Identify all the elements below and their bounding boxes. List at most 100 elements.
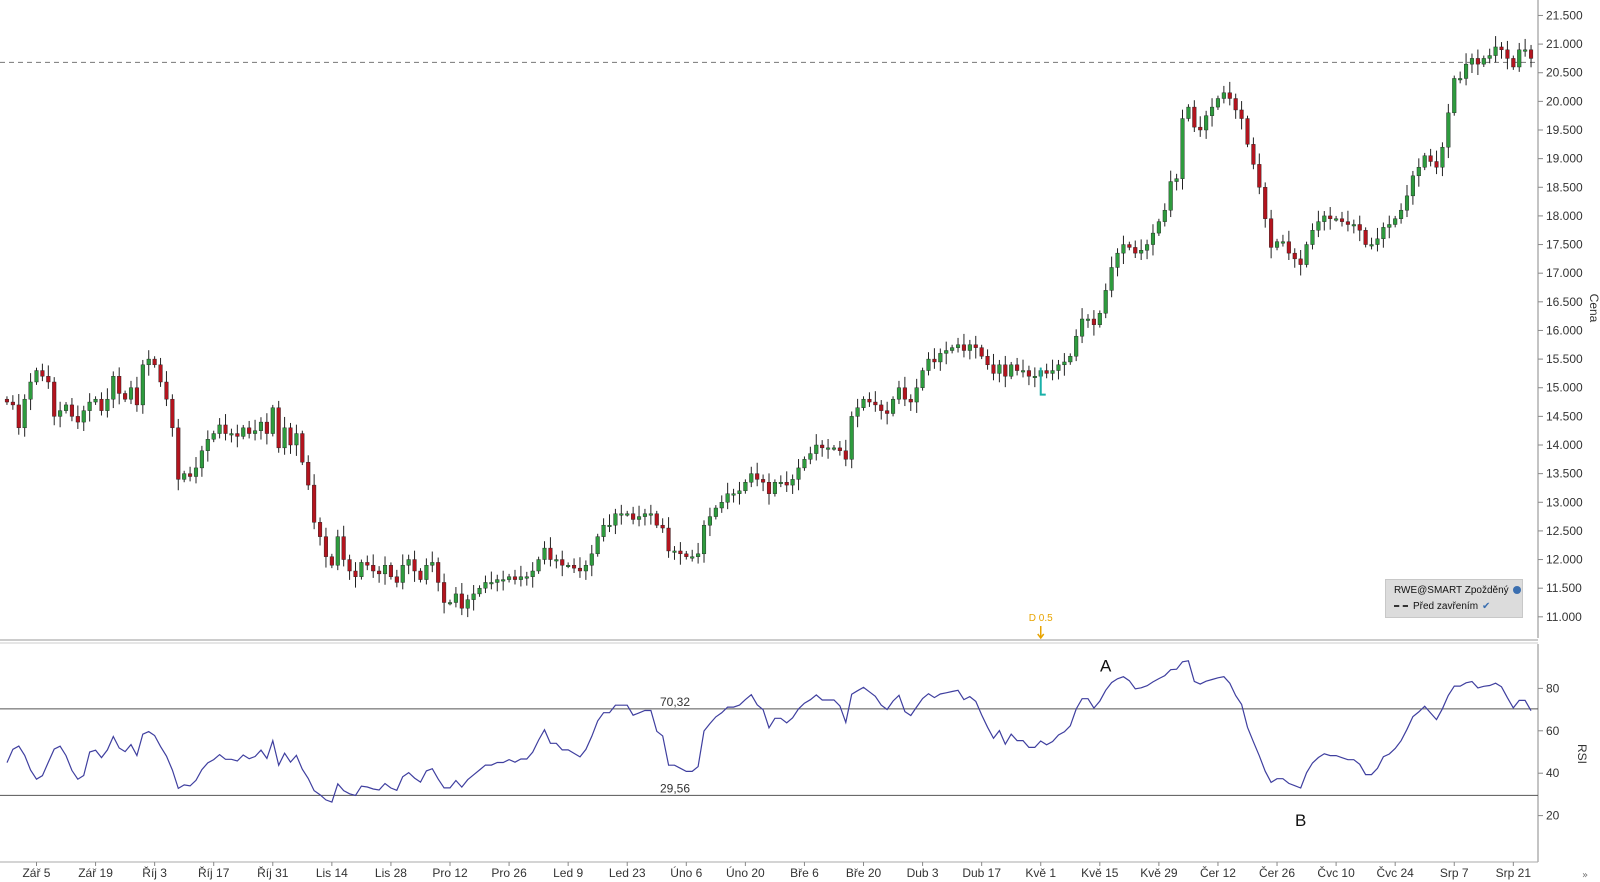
candle-body (790, 479, 795, 486)
candle-body (719, 502, 724, 509)
candle-body (891, 398, 896, 414)
legend-line-row[interactable]: Před zavřením ✔ (1394, 601, 1490, 612)
price-tick-label: 15.000 (1546, 381, 1583, 395)
event-arrow-icon (1037, 626, 1045, 640)
legend-symbol-row[interactable]: RWE@SMART Zpožděný (1394, 585, 1521, 596)
time-tick-label: Říj 17 (198, 865, 230, 880)
rsi-tick-label: 80 (1546, 681, 1560, 695)
candle-body (1020, 370, 1026, 373)
candle-body (908, 398, 913, 403)
candle-body (347, 559, 352, 572)
candle-body (1475, 58, 1480, 65)
candle-body (93, 398, 98, 403)
candle-body (707, 516, 712, 526)
candle-body (932, 358, 937, 363)
candle-body (34, 370, 39, 383)
time-tick-label: Kvě 1 (1025, 866, 1056, 880)
price-tick-label: 19.000 (1546, 152, 1583, 166)
candle-body (371, 565, 376, 572)
candle-body (1339, 218, 1345, 222)
candle-body (1269, 218, 1274, 248)
candle-body (678, 550, 683, 555)
price-tick-label: 18.000 (1546, 209, 1583, 223)
candle-body (282, 427, 287, 449)
candle-body (205, 439, 210, 451)
price-tick-label: 14.500 (1546, 409, 1583, 423)
candle-body (229, 433, 234, 436)
candle-body (879, 404, 884, 411)
candle-body (589, 553, 594, 566)
candle-body (1210, 106, 1215, 116)
price-tick-label: 16.500 (1546, 295, 1583, 309)
candle-body (583, 565, 588, 572)
candle-body (725, 493, 730, 503)
candle-body (530, 570, 535, 577)
price-tick-label: 17.500 (1546, 238, 1583, 252)
candle-body (288, 427, 293, 446)
candle-body (1139, 250, 1144, 254)
candle-body (808, 453, 813, 460)
candle-body (1523, 49, 1528, 52)
time-tick-label: Srp 21 (1496, 866, 1532, 880)
time-tick-label: Dub 3 (907, 866, 939, 880)
candle-body (406, 559, 411, 566)
candle-body (217, 424, 222, 434)
candle-body (1440, 146, 1445, 168)
candle-body (1357, 224, 1362, 231)
candle-body (961, 344, 966, 351)
price-axis-ticks: 11.000 11.500 12.000 12.500 13.000 13.500 14.0… (1538, 8, 1583, 624)
candle-body (1056, 364, 1061, 371)
candle-body (1091, 318, 1096, 325)
check-icon: ✔ (1482, 601, 1491, 612)
candle-body (873, 401, 878, 406)
candle-body (1328, 215, 1333, 219)
price-tick-label: 12.000 (1546, 553, 1583, 567)
time-tick-label: Říj 3 (142, 865, 167, 880)
candle-body (902, 387, 907, 400)
rsi-series-line (6, 660, 1532, 803)
candle-body (430, 562, 435, 566)
candle-body (731, 493, 736, 496)
candle-body (1499, 46, 1504, 51)
candle-body (956, 344, 961, 348)
scroll-right-icon[interactable]: » (1582, 870, 1588, 881)
price-tick-label: 20.500 (1546, 66, 1583, 80)
candle-body (743, 482, 748, 492)
candle-body (483, 582, 488, 589)
candle-body (459, 593, 464, 609)
time-tick-label: Bře 6 (790, 866, 819, 880)
candle-body (1493, 46, 1498, 56)
candle-body (436, 562, 441, 583)
candle-body (258, 421, 264, 431)
candle-body (755, 473, 760, 480)
candle-body (1127, 244, 1132, 248)
candle-body (997, 364, 1002, 374)
candle-body (1416, 167, 1421, 177)
dividend-event-marker[interactable]: D 0.5 (1029, 613, 1053, 640)
rsi-pane[interactable]: 20 40 60 80 70,32 29,56 A B RSI (0, 644, 1589, 862)
candle-body (1375, 238, 1380, 245)
candle-body (1517, 49, 1522, 68)
candle-body (1009, 364, 1014, 377)
candle-body (341, 536, 346, 560)
candle-body (784, 482, 789, 486)
cursor-marker (1039, 367, 1046, 396)
legend-box[interactable]: RWE@SMART Zpožděný Před zavřením ✔ (1385, 579, 1523, 618)
candle-body (152, 358, 157, 366)
rsi-tick-label: 40 (1546, 766, 1560, 780)
candle-body (1068, 356, 1073, 363)
globe-icon (1512, 586, 1521, 595)
price-pane[interactable]: 11.000 11.500 12.000 12.500 13.000 13.500 14.0… (0, 0, 1600, 638)
candle-body (684, 553, 689, 557)
candle-body (1458, 78, 1463, 81)
candle-body (58, 410, 63, 417)
candle-body (1446, 112, 1451, 148)
candle-body (814, 444, 819, 454)
candle-body (1404, 195, 1410, 211)
candle-body (471, 593, 476, 600)
time-tick-label: Zář 19 (78, 866, 113, 880)
time-tick-label: Lis 14 (316, 866, 348, 880)
candle-body (1044, 370, 1049, 374)
candle-body (424, 565, 429, 580)
